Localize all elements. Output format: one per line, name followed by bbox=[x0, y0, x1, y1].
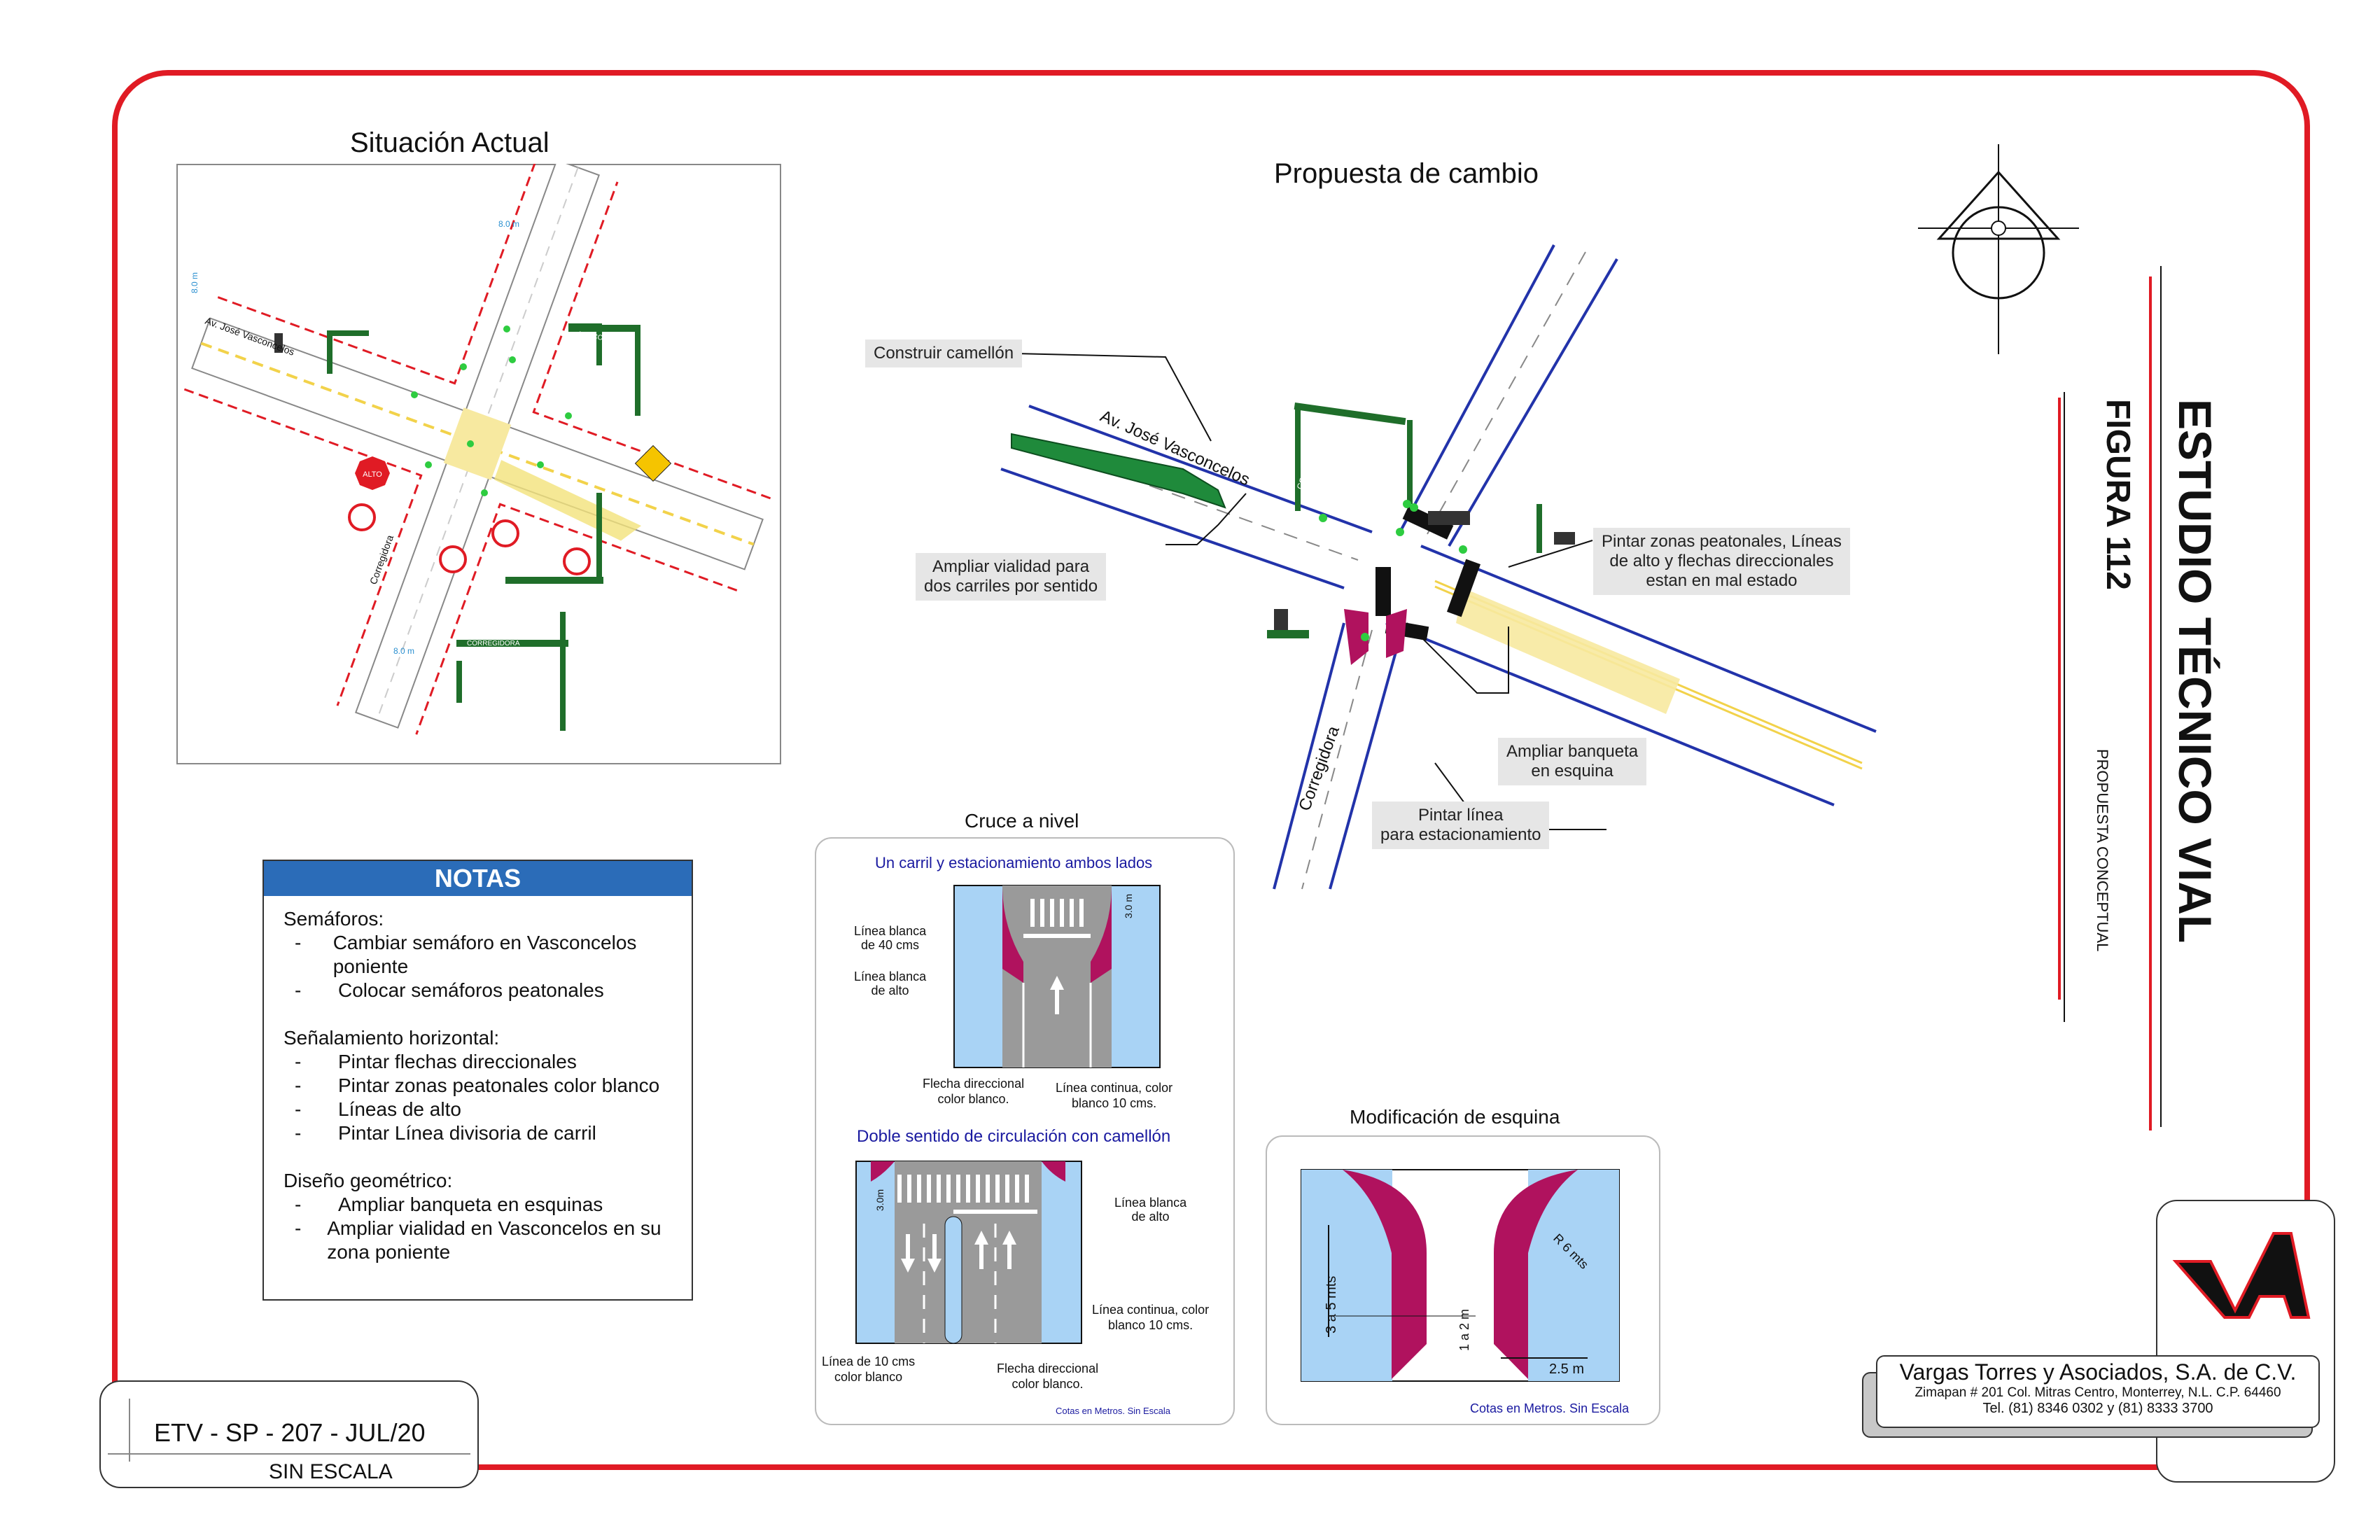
company-address: Zimapan # 201 Col. Mitras Centro, Monter… bbox=[1914, 1385, 2281, 1400]
svg-text:3.0 m: 3.0 m bbox=[1123, 894, 1134, 918]
callout-ampliar-banqueta: Ampliar banqueta en esquina bbox=[1498, 738, 1647, 785]
pedestrian-warning-sign-icon bbox=[634, 444, 672, 482]
notes-section-diseno: Diseño geométrico: - Ampliar banqueta en … bbox=[284, 1170, 662, 1263]
corner-extension-west bbox=[1344, 609, 1368, 665]
notes-box: NOTAS Semáforos: - Cambiar semáforo en Va… bbox=[262, 860, 693, 1301]
svg-text:2.5 m: 2.5 m bbox=[1549, 1362, 1584, 1377]
cruce-subtitle-2: Doble sentido de circulación con camelló… bbox=[857, 1127, 1171, 1146]
current-situation-title: Situación Actual bbox=[350, 127, 550, 158]
cruce-subtitle-1: Un carril y estacionamiento ambos lados bbox=[875, 854, 1153, 872]
cruce-diagram-2: 3.0m bbox=[855, 1161, 1082, 1344]
sheet-subtitle: PROPUESTA CONCEPTUAL bbox=[2094, 749, 2111, 952]
svg-text:ALTO: ALTO bbox=[363, 470, 382, 479]
camellon-median bbox=[1011, 433, 1226, 509]
cruce-title: Cruce a nivel bbox=[965, 810, 1079, 832]
company-name: Vargas Torres y Asociados, S.A. de C.V. bbox=[1899, 1359, 2297, 1385]
stop-sign-icon bbox=[355, 456, 390, 490]
notes-title: NOTAS bbox=[264, 861, 692, 896]
sheet-scale: SIN ESCALA bbox=[269, 1460, 393, 1483]
label-linea-alto-2: Línea blanca de alto bbox=[1114, 1196, 1187, 1224]
callout-pintar-zonas: Pintar zonas peatonales, Líneas de alto y… bbox=[1593, 528, 1850, 595]
current-situation-map: ALTO Av. José Vasconcelos Corregidora 8.… bbox=[176, 164, 781, 764]
figure-divider-line bbox=[2064, 392, 2065, 1022]
speed-limit-sign-icon bbox=[563, 547, 591, 575]
no-uturn-sign-icon bbox=[491, 519, 519, 547]
sheet-code: ETV - SP - 207 - JUL/20 bbox=[154, 1418, 426, 1447]
esquina-diagram: 3 a 5 mts 1 a 2 m R 6 mts 2.5 m bbox=[1301, 1169, 1620, 1382]
svg-text:3 a 5 mts: 3 a 5 mts bbox=[1324, 1276, 1339, 1334]
north-arrow-icon bbox=[1918, 144, 2079, 354]
svg-text:CORREGIDORA: CORREGIDORA bbox=[467, 640, 520, 648]
label-linea-40: Línea blanca de 40 cms bbox=[854, 924, 927, 952]
label-flecha-1: Flecha direccional color blanco. bbox=[923, 1077, 1025, 1106]
esquina-footnote: Cotas en Metros. Sin Escala bbox=[1470, 1401, 1630, 1415]
svg-text:1 a 2 m: 1 a 2 m bbox=[1457, 1309, 1471, 1351]
label-continua-2: Línea continua, color blanco 10 cms. bbox=[1092, 1303, 1210, 1332]
company-logo bbox=[2172, 1232, 2311, 1319]
svg-text:3.0m: 3.0m bbox=[874, 1189, 886, 1211]
label-linea-10: Línea de 10 cms color blanco bbox=[822, 1354, 916, 1384]
esquina-title: Modificación de esquina bbox=[1350, 1106, 1560, 1128]
proposal-title: Propuesta de cambio bbox=[1274, 158, 1539, 189]
no-turn-sign-icon bbox=[348, 503, 376, 531]
cruce-footnote: Cotas en Metros. Sin Escala bbox=[1056, 1406, 1171, 1416]
notes-section-senalamiento: Señalamiento horizontal: - Pintar flechas… bbox=[284, 1027, 660, 1144]
label-linea-alto-1: Línea blanca de alto bbox=[854, 969, 927, 997]
svg-text:Corregidora: Corregidora bbox=[1295, 723, 1343, 813]
traffic-light-pole-icon bbox=[327, 332, 332, 374]
cruce-diagram-1: 3.0 m bbox=[953, 885, 1161, 1068]
callout-camellon: Construir camellón bbox=[865, 340, 1023, 368]
label-continua-1: Línea continua, color blanco 10 cms. bbox=[1056, 1081, 1173, 1110]
callout-pintar-linea: Pintar línea para estacionamiento bbox=[1372, 802, 1550, 849]
title-red-line bbox=[2149, 276, 2152, 1130]
label-flecha-2: Flecha direccional color blanco. bbox=[997, 1362, 1099, 1391]
sheet-frame bbox=[112, 70, 2310, 1470]
callout-ampliar-vialidad: Ampliar vialidad para dos carriles por se… bbox=[916, 553, 1107, 601]
figure-number: FIGURA 112 bbox=[2099, 399, 2136, 590]
company-phone: Tel. (81) 8346 0302 y (81) 8333 3700 bbox=[1982, 1401, 2213, 1416]
study-title: ESTUDIO TÉCNICO VIAL bbox=[2169, 399, 2221, 944]
company-card: Vargas Torres y Asociados, S.A. de C.V. … bbox=[1876, 1355, 2320, 1428]
sheet-code-block: ETV - SP - 207 - JUL/20 SIN ESCALA bbox=[99, 1380, 479, 1488]
corner-extension-east bbox=[1386, 609, 1407, 658]
no-left-turn-sign-icon bbox=[439, 545, 467, 573]
arrow-up-icon bbox=[1050, 976, 1064, 1014]
svg-text:8.0 m: 8.0 m bbox=[498, 219, 519, 229]
traffic-light-icon bbox=[1295, 406, 1301, 511]
title-divider-line bbox=[2160, 266, 2162, 1127]
figure-red-line bbox=[2058, 398, 2061, 1000]
svg-text:8.0 m: 8.0 m bbox=[393, 646, 414, 656]
svg-text:8.0 m: 8.0 m bbox=[190, 272, 200, 293]
notes-section-semaforos: Semáforos: - Cambiar semáforo en Vasconce… bbox=[284, 908, 637, 1001]
proposal-map: Av. José Vasconcelos Corregidora CORREGI… bbox=[1000, 244, 1877, 890]
